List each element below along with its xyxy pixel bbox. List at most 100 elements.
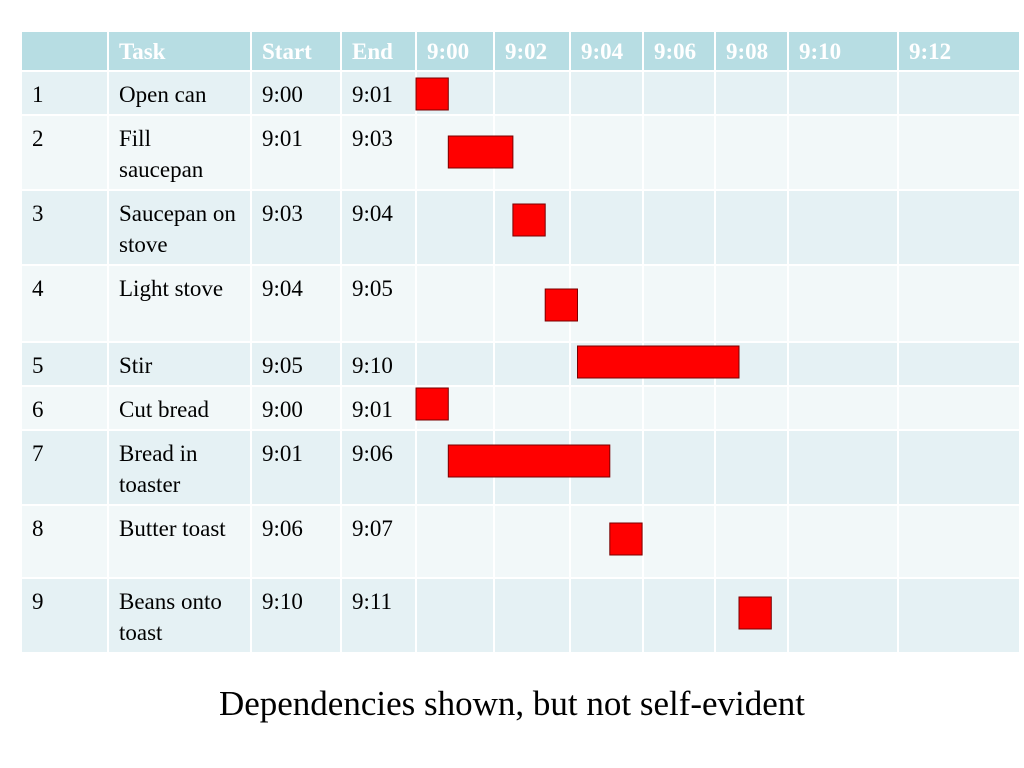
timeline-cell — [569, 504, 644, 579]
task-name: Fill saucepan — [107, 114, 252, 191]
timeline-cell — [897, 114, 1021, 191]
table-row: 4 Light stove 9:04 9:05 — [20, 264, 1021, 343]
task-start: 9:10 — [250, 577, 342, 654]
task-start: 9:00 — [250, 70, 342, 116]
task-name: Cut bread — [107, 385, 252, 431]
timeline-cell — [897, 189, 1021, 266]
task-start: 9:06 — [250, 504, 342, 579]
timeline-cell — [642, 577, 716, 654]
timeline-cell — [569, 341, 644, 387]
timeline-cell — [493, 341, 571, 387]
timeline-cell — [787, 504, 899, 579]
task-id: 4 — [20, 264, 109, 343]
task-id: 2 — [20, 114, 109, 191]
timeline-cell — [714, 385, 789, 431]
timeline-cell — [569, 70, 644, 116]
timeline-cell — [897, 504, 1021, 579]
timeline-cell — [787, 189, 899, 266]
task-start: 9:05 — [250, 341, 342, 387]
timeline-cell — [493, 189, 571, 266]
timeline-cell — [642, 341, 716, 387]
task-start: 9:01 — [250, 429, 342, 506]
timeline-cell — [897, 70, 1021, 116]
header-task: Task — [107, 30, 252, 72]
timeline-cell — [897, 385, 1021, 431]
task-start: 9:01 — [250, 114, 342, 191]
task-end: 9:03 — [340, 114, 417, 191]
task-end: 9:01 — [340, 385, 417, 431]
timeline-cell — [642, 70, 716, 116]
time-tick: 9:06 — [642, 30, 716, 72]
task-start: 9:04 — [250, 264, 342, 343]
time-tick: 9:10 — [787, 30, 899, 72]
task-name: Butter toast — [107, 504, 252, 579]
timeline-cell — [415, 189, 495, 266]
timeline-cell — [493, 70, 571, 116]
timeline-cell — [787, 264, 899, 343]
task-id: 7 — [20, 429, 109, 506]
task-end: 9:06 — [340, 429, 417, 506]
table-row: 6 Cut bread 9:00 9:01 — [20, 385, 1021, 431]
table-row: 3 Saucepan on stove 9:03 9:04 — [20, 189, 1021, 266]
timeline-cell — [642, 385, 716, 431]
timeline-cell — [642, 504, 716, 579]
task-id: 5 — [20, 341, 109, 387]
task-name: Stir — [107, 341, 252, 387]
task-end: 9:11 — [340, 577, 417, 654]
time-tick: 9:02 — [493, 30, 571, 72]
timeline-cell — [569, 264, 644, 343]
task-name: Light stove — [107, 264, 252, 343]
time-tick: 9:00 — [415, 30, 495, 72]
timeline-cell — [493, 385, 571, 431]
timeline-cell — [415, 114, 495, 191]
timeline-cell — [787, 385, 899, 431]
timeline-cell — [569, 114, 644, 191]
timeline-cell — [493, 264, 571, 343]
gantt-table: Task Start End 9:00 9:02 9:04 9:06 9:08 … — [20, 30, 1021, 654]
table-row: 9 Beans onto toast 9:10 9:11 — [20, 577, 1021, 654]
table-row: 8 Butter toast 9:06 9:07 — [20, 504, 1021, 579]
task-end: 9:04 — [340, 189, 417, 266]
timeline-cell — [569, 577, 644, 654]
timeline-cell — [493, 504, 571, 579]
timeline-cell — [415, 504, 495, 579]
task-id: 9 — [20, 577, 109, 654]
task-end: 9:01 — [340, 70, 417, 116]
table-row: 5 Stir 9:05 9:10 — [20, 341, 1021, 387]
table-row: 7 Bread in toaster 9:01 9:06 — [20, 429, 1021, 506]
header-start: Start — [250, 30, 342, 72]
timeline-cell — [714, 504, 789, 579]
timeline-cell — [714, 189, 789, 266]
timeline-cell — [897, 341, 1021, 387]
task-end: 9:05 — [340, 264, 417, 343]
timeline-cell — [415, 264, 495, 343]
timeline-cell — [415, 577, 495, 654]
timeline-cell — [787, 429, 899, 506]
time-tick: 9:04 — [569, 30, 644, 72]
task-end: 9:07 — [340, 504, 417, 579]
task-id: 8 — [20, 504, 109, 579]
timeline-cell — [642, 114, 716, 191]
timeline-cell — [787, 114, 899, 191]
task-id: 1 — [20, 70, 109, 116]
task-name: Bread in toaster — [107, 429, 252, 506]
timeline-cell — [897, 264, 1021, 343]
timeline-cell — [714, 264, 789, 343]
timeline-cell — [415, 341, 495, 387]
timeline-cell — [787, 70, 899, 116]
timeline-cell — [642, 264, 716, 343]
header-end: End — [340, 30, 417, 72]
task-name: Saucepan on stove — [107, 189, 252, 266]
task-id: 6 — [20, 385, 109, 431]
timeline-cell — [897, 429, 1021, 506]
timeline-cell — [642, 189, 716, 266]
table-row: 1 Open can 9:00 9:01 — [20, 70, 1021, 116]
timeline-cell — [569, 189, 644, 266]
header-row: Task Start End 9:00 9:02 9:04 9:06 9:08 … — [20, 30, 1021, 72]
timeline-cell — [787, 341, 899, 387]
timeline-cell — [642, 429, 716, 506]
task-name: Beans onto toast — [107, 577, 252, 654]
timeline-cell — [714, 341, 789, 387]
time-tick: 9:08 — [714, 30, 789, 72]
timeline-cell — [569, 429, 644, 506]
